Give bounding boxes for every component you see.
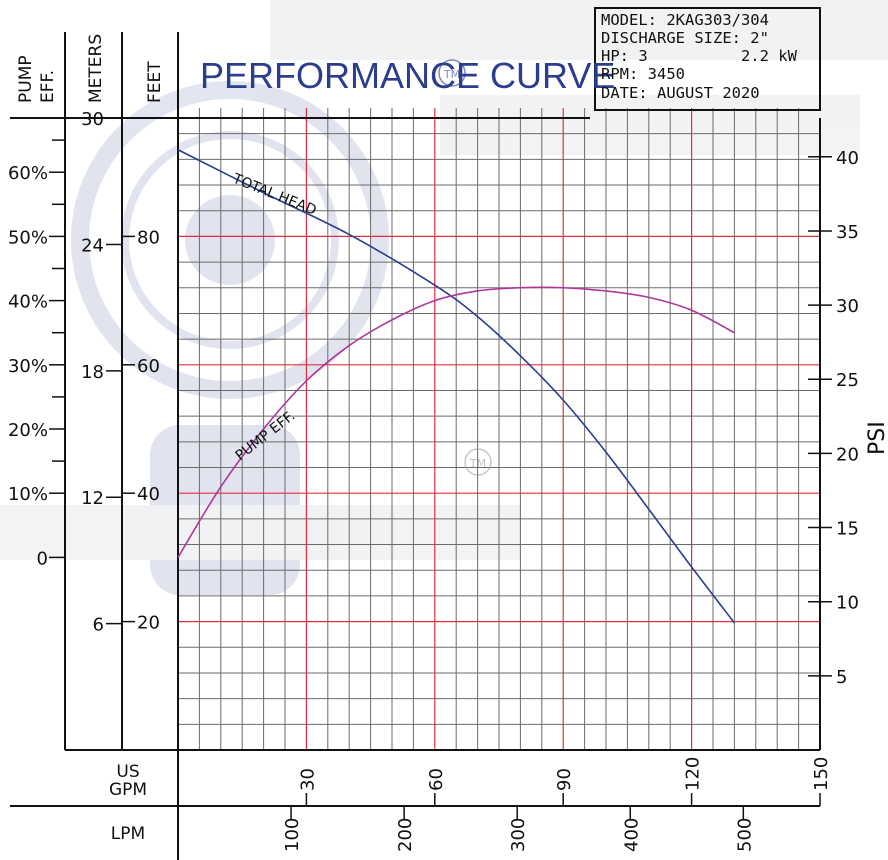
axis-titles: PUMP EFF. METERS FEET PSI US GPM LPM (16, 34, 888, 844)
lpm-tick-label: 100 (282, 818, 303, 852)
eff-tick-label: 50% (8, 227, 48, 248)
trademark-text-title: TM (443, 68, 460, 81)
trademark-text-watermark: TM (469, 457, 486, 470)
feet-axis-title: FEET (145, 61, 165, 103)
gpm-tick-label: 30 (297, 768, 318, 791)
lpm-tick-label: 300 (508, 818, 529, 852)
eff-tick-label: 20% (8, 420, 48, 441)
meters-tick-label: 6 (93, 615, 104, 636)
psi-tick-label: 5 (836, 667, 847, 688)
curves (177, 149, 736, 624)
psi-tick-label: 20 (836, 444, 859, 465)
gpm-tick-label: 60 (426, 768, 447, 791)
eff-axis-title-line1: PUMP (16, 55, 36, 103)
meters-tick-label: 24 (81, 235, 104, 256)
total-head-curve (177, 149, 736, 624)
info-discharge: DISCHARGE SIZE: 2" (601, 29, 769, 47)
info-hp: HP: 3 2.2 kW (601, 47, 798, 65)
feet-tick-label: 60 (137, 356, 160, 377)
trademark-mark-watermark: TM (464, 448, 492, 476)
meters-tick-label: 18 (81, 362, 104, 383)
meters-tick-label: 30 (81, 109, 104, 130)
feet-tick-label: 20 (137, 613, 160, 634)
eff-tick-label: 10% (8, 484, 48, 505)
psi-axis-title: PSI (865, 421, 888, 455)
meters-tick-label: 12 (81, 488, 104, 509)
feet-tick-label: 80 (137, 227, 160, 248)
gpm-axis-title-line2: GPM (109, 780, 147, 800)
eff-tick-label: 40% (8, 292, 48, 313)
pump-eff-curve (177, 286, 735, 558)
trademark-mark-title: TM (438, 59, 466, 87)
lpm-tick-label: 400 (621, 818, 642, 852)
eff-axis-title-line2: EFF. (38, 70, 58, 103)
lpm-tick-label: 500 (734, 818, 755, 852)
psi-tick-label: 40 (836, 148, 859, 169)
eff-tick-label: 60% (8, 163, 48, 184)
psi-tick-label: 10 (836, 593, 859, 614)
spec-info-box: MODEL: 2KAG303/304 DISCHARGE SIZE: 2" HP… (601, 11, 798, 102)
info-rpm: RPM: 3450 (601, 65, 685, 83)
gpm-tick-label: 90 (554, 768, 575, 791)
chart-title: PERFORMANCE CURVE (200, 55, 615, 96)
gpm-tick-label: 150 (811, 757, 832, 791)
psi-tick-label: 30 (836, 296, 859, 317)
psi-tick-label: 35 (836, 222, 859, 243)
gpm-tick-label: 120 (683, 757, 704, 791)
meters-axis-title: METERS (86, 34, 106, 103)
gpm-axis-title-line1: US (116, 762, 139, 782)
feet-tick-label: 40 (137, 484, 160, 505)
lpm-axis-title: LPM (111, 824, 145, 844)
info-model: MODEL: 2KAG303/304 (601, 11, 769, 29)
axis-ticks: 20406080612182430010%20%30%40%50%60%5101… (8, 109, 859, 852)
eff-tick-label: 30% (8, 356, 48, 377)
grid-major (178, 108, 820, 750)
psi-tick-label: 15 (836, 519, 859, 540)
psi-tick-label: 25 (836, 370, 859, 391)
lpm-tick-label: 200 (395, 818, 416, 852)
eff-tick-label: 0 (37, 548, 48, 569)
info-date: DATE: AUGUST 2020 (601, 84, 760, 102)
